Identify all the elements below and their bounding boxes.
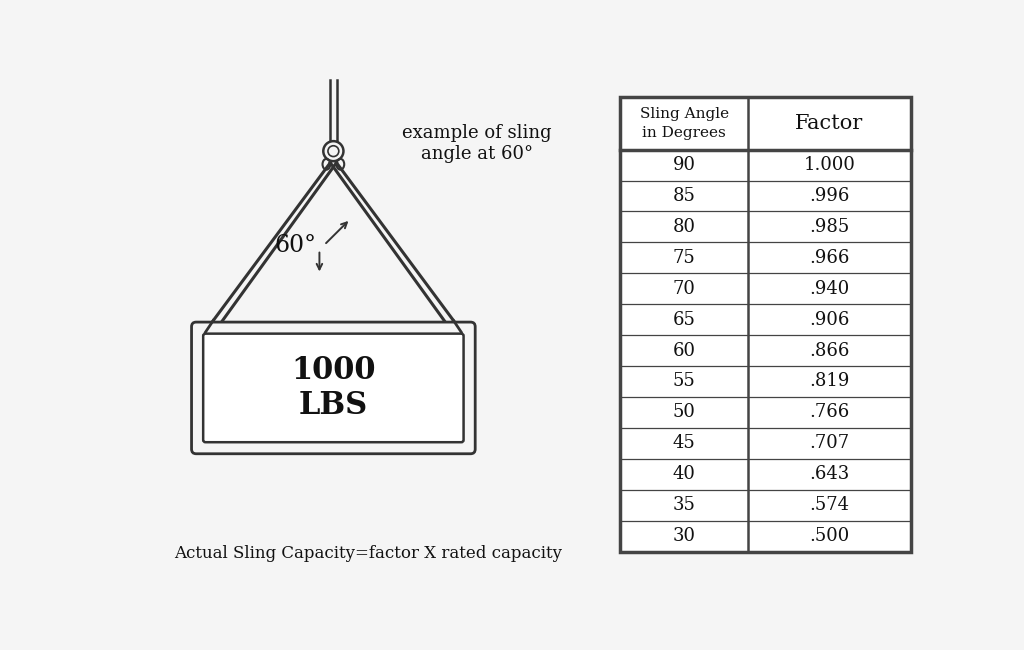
Text: .906: .906 [809,311,850,329]
Text: 1000
LBS: 1000 LBS [291,354,376,421]
Text: Actual Sling Capacity=factor X rated capacity: Actual Sling Capacity=factor X rated cap… [174,545,562,562]
Text: .996: .996 [809,187,850,205]
Text: 35: 35 [673,496,695,514]
Text: 80: 80 [673,218,695,236]
Text: 1.000: 1.000 [804,156,855,174]
Text: .574: .574 [809,496,849,514]
Text: .766: .766 [809,404,850,421]
Text: .819: .819 [809,372,850,391]
Text: Sling Angle
in Degrees: Sling Angle in Degrees [640,107,729,140]
Text: Factor: Factor [796,114,863,133]
Text: 60: 60 [673,342,695,359]
FancyBboxPatch shape [191,322,475,454]
Text: .940: .940 [809,280,850,298]
Text: .985: .985 [809,218,850,236]
Text: 60°: 60° [274,233,316,257]
Text: 70: 70 [673,280,695,298]
Bar [621,98,910,552]
Text: 85: 85 [673,187,695,205]
Text: .500: .500 [809,527,850,545]
Text: 30: 30 [673,527,695,545]
Text: 90: 90 [673,156,695,174]
Text: .866: .866 [809,342,850,359]
Text: 50: 50 [673,404,695,421]
Text: .707: .707 [809,434,850,452]
Text: 75: 75 [673,249,695,266]
Text: 65: 65 [673,311,695,329]
Text: 45: 45 [673,434,695,452]
Text: .966: .966 [809,249,850,266]
Text: 40: 40 [673,465,695,483]
Text: 55: 55 [673,372,695,391]
Text: .643: .643 [809,465,850,483]
Text: example of sling
angle at 60°: example of sling angle at 60° [402,124,552,163]
FancyBboxPatch shape [203,333,464,442]
